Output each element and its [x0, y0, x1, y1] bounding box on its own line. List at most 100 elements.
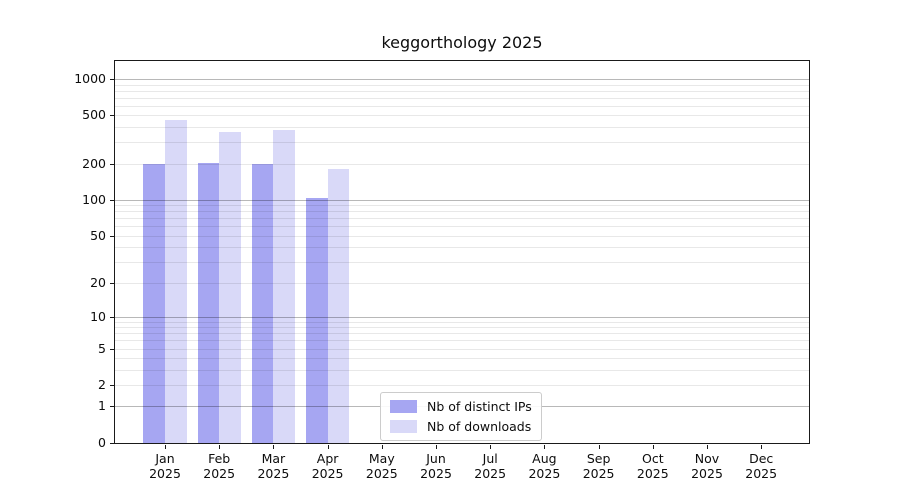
- x-tick-label-year: 2025: [311, 466, 344, 481]
- legend-swatch-downloads: [390, 420, 417, 433]
- x-tick-mark: [598, 445, 600, 449]
- y-gridline-minor: [115, 333, 809, 335]
- x-tick-mark: [327, 445, 329, 449]
- x-tick-label-year: 2025: [474, 466, 507, 481]
- y-gridline-minor: [115, 385, 809, 387]
- y-gridline-minor: [115, 163, 809, 165]
- grid-layer: [115, 61, 809, 443]
- y-tick-label: 0: [98, 435, 106, 450]
- y-gridline-minor: [115, 327, 809, 329]
- y-gridline-minor: [115, 97, 809, 99]
- y-gridline-minor: [115, 235, 809, 237]
- x-tick-mark: [381, 445, 383, 449]
- x-tick-label-year: 2025: [257, 466, 290, 481]
- x-tick-mark: [219, 445, 221, 449]
- x-tick-label: Nov 2025: [675, 451, 739, 481]
- x-tick-label: Jan 2025: [133, 451, 197, 481]
- y-gridline-minor: [115, 321, 809, 323]
- y-gridline-minor: [115, 340, 809, 342]
- x-tick-label: Dec 2025: [729, 451, 793, 481]
- y-gridline-minor: [115, 142, 809, 144]
- x-tick-label: Jun 2025: [404, 451, 468, 481]
- y-gridline-minor: [115, 247, 809, 249]
- y-tick-mark: [110, 79, 114, 80]
- y-gridline-minor: [115, 90, 809, 92]
- y-gridline-major: [115, 79, 809, 80]
- y-tick-mark: [110, 199, 114, 201]
- x-tick-mark: [273, 445, 275, 449]
- legend: Nb of distinct IPs Nb of downloads: [380, 392, 542, 441]
- y-tick-mark: [110, 406, 114, 408]
- x-tick-label: Apr 2025: [296, 451, 360, 481]
- y-tick-label: 2: [98, 377, 106, 393]
- x-tick-label-year: 2025: [745, 466, 778, 481]
- bar-distinct-ips: [305, 197, 328, 443]
- y-gridline-minor: [115, 127, 809, 129]
- legend-item-downloads: Nb of downloads: [390, 419, 532, 434]
- bar-downloads: [327, 168, 350, 443]
- x-tick-mark: [761, 445, 763, 449]
- bar-distinct-ips: [143, 163, 165, 443]
- y-tick-mark: [110, 282, 114, 284]
- x-tick-label: Feb 2025: [187, 451, 251, 481]
- x-tick-label: Oct 2025: [621, 451, 685, 481]
- y-tick-label: 100: [82, 191, 106, 207]
- y-tick-label: 20: [90, 274, 106, 290]
- y-gridline-minor: [115, 358, 809, 360]
- chart-title: keggorthology 2025: [381, 33, 543, 52]
- bar-downloads: [165, 119, 187, 443]
- y-gridline-minor: [115, 84, 809, 86]
- y-tick-label: 1: [98, 398, 106, 414]
- y-tick-label: 50: [90, 227, 106, 243]
- bar-distinct-ips: [197, 163, 220, 443]
- y-tick-label: 10: [90, 308, 106, 324]
- y-tick-label: 200: [82, 155, 106, 171]
- bar-downloads: [273, 129, 296, 443]
- x-tick-label: May 2025: [350, 451, 414, 481]
- plot-area: Nb of distinct IPs Nb of downloads: [114, 60, 810, 444]
- y-gridline-minor: [115, 369, 809, 371]
- x-tick-mark: [707, 445, 708, 449]
- x-tick-label-year: 2025: [203, 466, 236, 481]
- y-tick-label: 1000: [74, 71, 106, 86]
- x-tick-label-year: 2025: [420, 466, 452, 481]
- x-tick-mark: [652, 445, 654, 449]
- x-tick-mark: [490, 445, 492, 449]
- x-tick-label-year: 2025: [528, 466, 561, 481]
- x-tick-label-year: 2025: [636, 466, 669, 481]
- y-gridline-major: [115, 316, 809, 318]
- x-tick-label: Jul 2025: [458, 451, 522, 481]
- x-tick-mark: [544, 445, 546, 449]
- x-tick-mark: [436, 445, 437, 449]
- y-tick-mark: [110, 348, 114, 350]
- y-gridline-minor: [115, 115, 809, 117]
- legend-label-distinct-ips: Nb of distinct IPs: [427, 399, 532, 414]
- x-tick-label-year: 2025: [365, 466, 398, 481]
- y-gridline-minor: [115, 105, 809, 107]
- y-tick-label: 5: [98, 340, 106, 356]
- y-tick-mark: [110, 443, 114, 444]
- y-gridline-minor: [115, 348, 809, 350]
- legend-label-downloads: Nb of downloads: [427, 419, 532, 434]
- y-gridline-minor: [115, 205, 809, 207]
- legend-item-distinct-ips: Nb of distinct IPs: [390, 399, 532, 414]
- x-tick-label-year: 2025: [582, 466, 615, 481]
- y-gridline-major: [115, 199, 809, 201]
- y-gridline-minor: [115, 211, 809, 213]
- bar-downloads: [219, 131, 241, 443]
- x-tick-label: Mar 2025: [241, 451, 305, 481]
- y-gridline-minor: [115, 226, 809, 228]
- legend-swatch-distinct-ips: [390, 400, 417, 413]
- x-tick-label-year: 2025: [149, 466, 181, 481]
- x-tick-mark: [165, 445, 166, 449]
- bar-distinct-ips: [251, 164, 274, 443]
- x-tick-label: Aug 2025: [512, 451, 576, 481]
- y-tick-label: 500: [82, 107, 106, 123]
- y-gridline-minor: [115, 282, 809, 284]
- y-tick-mark: [110, 163, 114, 165]
- y-tick-mark: [110, 385, 114, 387]
- x-tick-label: Sep 2025: [567, 451, 631, 481]
- x-tick-label-year: 2025: [691, 466, 723, 481]
- y-gridline-minor: [115, 262, 809, 264]
